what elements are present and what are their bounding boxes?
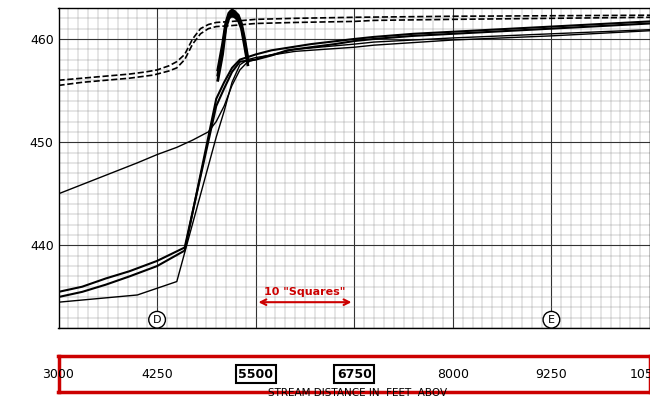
Text: E: E [548, 315, 555, 325]
Text: D: D [153, 315, 161, 325]
Text: 10500: 10500 [630, 368, 650, 380]
Text: 10 "Squares": 10 "Squares" [265, 287, 346, 297]
Text: 5500: 5500 [238, 368, 273, 380]
Text: 8000: 8000 [437, 368, 469, 380]
Text: 4250: 4250 [141, 368, 173, 380]
Text: 3000: 3000 [42, 368, 75, 380]
Text: STREAM DISTANCE IN  FEET  ABOV: STREAM DISTANCE IN FEET ABOV [268, 388, 447, 398]
Text: 9250: 9250 [536, 368, 567, 380]
Text: 6750: 6750 [337, 368, 372, 380]
